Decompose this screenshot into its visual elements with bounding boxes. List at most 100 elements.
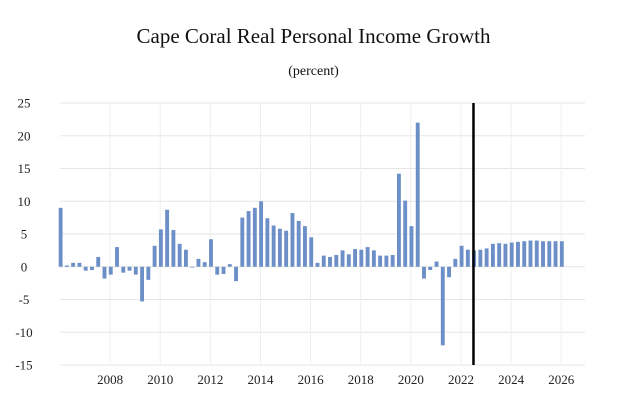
bar [528,240,533,267]
x-tick-label: 2008 [97,372,123,387]
bar [234,266,238,282]
x-tick-label: 2010 [147,372,173,387]
bar [71,262,76,267]
y-tick-label: -10 [15,325,32,340]
bar [165,209,170,267]
bar [303,226,307,267]
bars [58,122,564,346]
bar [64,265,69,267]
chart-title: Cape Coral Real Personal Income Growth [136,24,491,48]
bar [240,217,245,267]
bar [271,225,276,267]
bar [252,207,257,267]
x-tick-label: 2016 [298,372,325,387]
y-tick-label: 20 [18,128,31,143]
bar [403,200,408,267]
chart-subtitle: (percent) [288,64,339,79]
bar [428,266,433,271]
x-tick-label: 2020 [398,372,424,387]
bar [371,250,376,267]
bar [365,247,370,267]
bar [196,258,201,267]
y-tick-label: 10 [18,194,31,209]
bar [77,262,82,267]
bar [359,249,364,267]
x-axis: 2008 2010 2012 2014 2016 2018 2020 2022 2024 2026 [97,372,575,387]
bar [309,237,314,267]
bar [384,255,389,267]
bar [140,266,145,302]
x-tick-label: 2014 [247,372,274,387]
bar [440,266,445,346]
y-tick-label: 25 [18,96,31,111]
x-tick-label: 2026 [548,372,575,387]
bar [516,241,520,267]
bar [115,247,119,267]
bar [490,243,495,267]
bar [215,266,220,275]
bar [183,249,188,267]
bar [447,266,451,278]
bar [90,266,94,271]
y-tick-label: 0 [21,259,28,274]
bar [503,243,508,267]
y-tick-label: 15 [18,161,31,176]
bar [209,239,213,267]
bar [522,241,527,267]
x-tick-label: 2022 [448,372,474,387]
bar [328,256,332,267]
y-tick-label: -15 [15,358,32,373]
y-tick-label: 5 [21,227,28,242]
bar [353,249,358,267]
bar [509,242,514,267]
bar [177,243,182,267]
bar [152,245,157,267]
bar [559,241,564,267]
bar [315,262,320,267]
bar [534,240,539,267]
bar [277,228,282,267]
bar [390,254,395,267]
bar [321,255,326,267]
bar [459,245,464,267]
bar [146,266,151,280]
x-tick-label: 2024 [498,372,525,387]
bar [221,266,226,274]
bar [484,248,489,267]
bar [227,264,232,267]
y-axis: -15 -10 -5 0 5 10 15 20 25 [15,96,32,373]
bar [396,173,401,267]
gridlines [60,102,585,366]
bar [127,266,132,271]
x-tick-label: 2018 [348,372,374,387]
bar [340,250,345,267]
bar [346,254,351,267]
bar [83,266,88,271]
bar [102,266,107,279]
bar [58,207,63,267]
bar [290,213,295,267]
bar [478,249,483,267]
bar [96,256,101,267]
bar [133,266,138,275]
bar [246,211,251,267]
bar [453,258,458,267]
bar [284,230,289,267]
bar [378,255,383,267]
bar [108,266,113,275]
bar [497,243,502,267]
bar [121,266,126,273]
bar [541,241,545,267]
bar [434,261,439,267]
bar [409,226,414,267]
y-tick-label: -5 [19,292,30,307]
bar [259,201,264,267]
bar [465,249,470,267]
bar [415,122,420,267]
bar [202,262,207,267]
bar [158,229,163,267]
x-tick-label: 2012 [197,372,223,387]
bar [553,241,558,267]
bar [265,218,270,267]
